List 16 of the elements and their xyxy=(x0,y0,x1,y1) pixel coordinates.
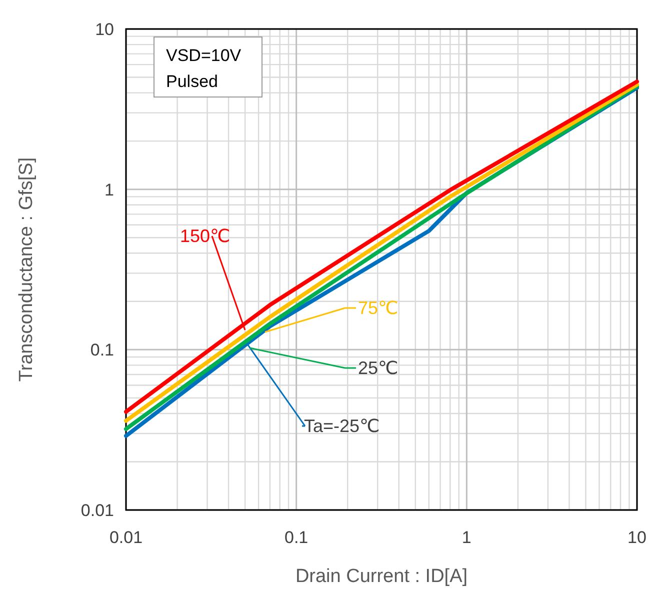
text: 150℃ xyxy=(180,226,230,246)
y-tick-label: 0.01 xyxy=(80,501,114,520)
y-axis-title: Transconductance : Gfs[S] xyxy=(16,157,37,382)
y-tick-label: 0.1 xyxy=(90,340,114,360)
annotation: VSD=10V xyxy=(166,46,242,65)
y-tick-label: 1 xyxy=(104,180,114,200)
y-tick-label: 10 xyxy=(95,20,114,39)
x-tick-label: 0.01 xyxy=(109,528,143,547)
annotation: Pulsed xyxy=(166,72,218,91)
legend-label: 25℃ xyxy=(358,358,398,378)
x-tick-label: 10 xyxy=(628,528,646,547)
x-tick-label: 0.1 xyxy=(284,528,308,547)
x-tick-label: 1 xyxy=(462,528,472,547)
legend-label: Ta=-25℃ xyxy=(304,416,380,436)
x-axis-title: Drain Current : ID[A] xyxy=(295,566,468,587)
legend-label: 75℃ xyxy=(358,298,398,318)
